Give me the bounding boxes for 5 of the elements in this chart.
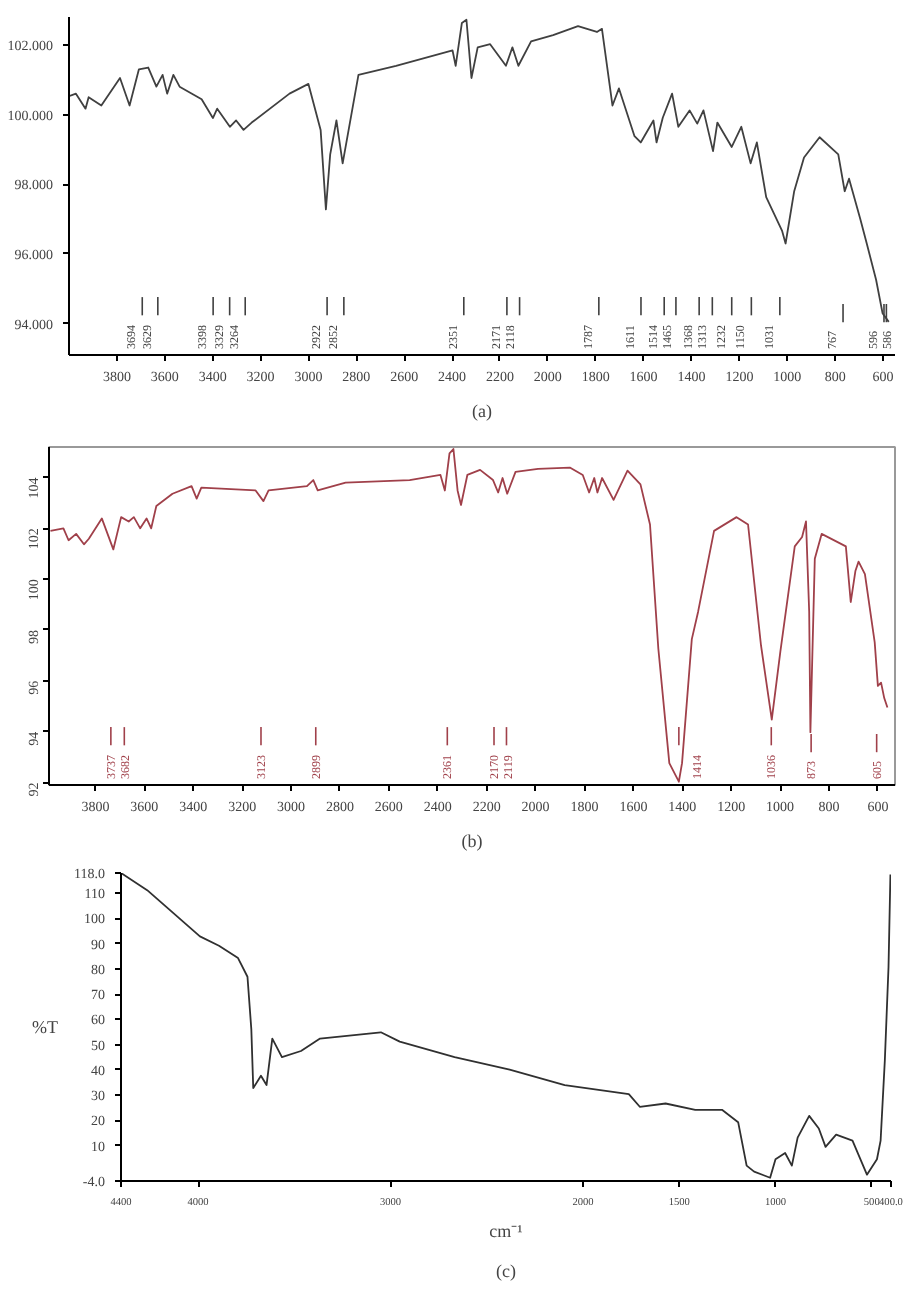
- text: (a): [472, 401, 493, 421]
- text: (b): [461, 831, 483, 851]
- text: (c): [496, 1261, 517, 1281]
- y-axis-title: %T: [32, 1017, 60, 1037]
- x-axis-title: cm⁻¹: [489, 1221, 524, 1241]
